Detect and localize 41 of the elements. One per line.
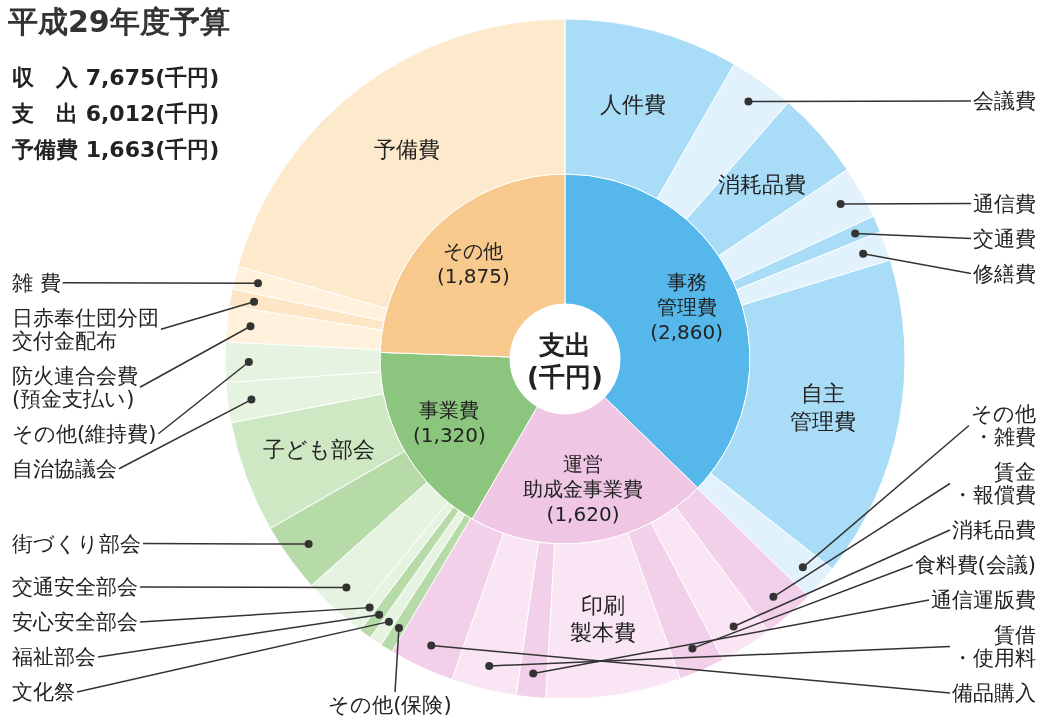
data-label: (1,620) — [546, 501, 620, 526]
slice-label: 印刷製本費 — [569, 592, 636, 646]
slice-label: 防火連合会費 (預金支払い) — [12, 363, 138, 411]
slice-label: 修繕費 — [973, 261, 1036, 286]
slice-label: 街づくり部会 — [12, 531, 141, 556]
slice-label: 消耗品費 — [952, 518, 1036, 542]
slice-label: 人件費 — [599, 92, 666, 118]
slice-label: 福祉部会 — [12, 644, 96, 669]
slice-label: 事業費 — [419, 397, 480, 422]
slice-label: 通信運版費 — [931, 588, 1036, 612]
slice-label: その他 — [443, 239, 504, 264]
slice-label: 雑 費 — [12, 270, 61, 295]
slice-label: その他・雑費 — [971, 402, 1036, 449]
text: 支 出 6,012(千円) — [11, 101, 220, 126]
text: 収 入 7,675(千円) — [12, 65, 220, 90]
slice-label: 会議費 — [973, 88, 1036, 113]
slice-label: 予備費 — [373, 136, 440, 162]
slice-label: 食料費(会議) — [914, 553, 1036, 577]
text: 予備費 1,663(千円) — [11, 137, 220, 162]
text: 支出 (千円) — [527, 330, 603, 392]
data-label: (1,320) — [413, 422, 486, 447]
text: 平成29年度予算 — [7, 4, 230, 39]
slice-label: 備品購入 — [952, 681, 1036, 705]
slice-label: 賃借・使用料 — [952, 623, 1036, 670]
slice-label: 交通費 — [973, 226, 1036, 251]
slice-label: 賃金・報償費 — [952, 460, 1036, 507]
slice-label: 事務管理費 — [656, 269, 717, 319]
slice-label: 通信費 — [973, 191, 1036, 216]
slice-label: 安心安全部会 — [12, 609, 138, 634]
slice-label: 自主管理費 — [790, 381, 856, 434]
data-label: (1,875) — [436, 264, 510, 289]
data-label: (2,860) — [650, 319, 724, 344]
slice-label: 子ども部会 — [262, 437, 375, 463]
slice-label: 運営助成金事業費 — [523, 451, 644, 501]
slice-label: その他(保険) — [328, 693, 452, 717]
slice-label: 交通安全部会 — [12, 574, 138, 599]
slice-label: 日赤奉仕団分団交付金配布 — [12, 305, 159, 353]
slice-label: その他(維持費) — [12, 421, 157, 446]
slice-label: 消耗品費 — [717, 172, 806, 198]
slice-label: 自治協議会 — [12, 456, 117, 481]
slice-label: 文化祭 — [12, 679, 75, 704]
